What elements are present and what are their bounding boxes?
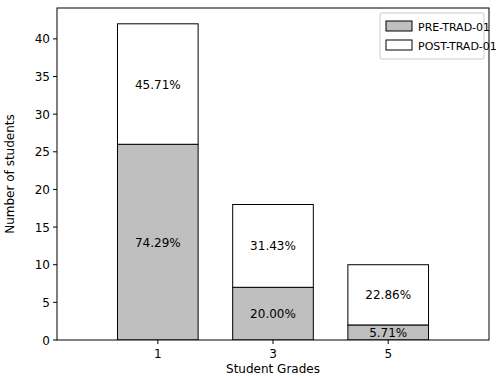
y-tick-label: 25 <box>35 145 50 159</box>
bar-segment <box>117 144 198 340</box>
x-tick-label: 5 <box>384 347 392 361</box>
chart-svg: 74.29% 20.00% 5.71% 45.71% 31.43% 22.86% 0 5 10 1… <box>0 0 500 377</box>
x-axis-label: Student Grades <box>226 362 320 376</box>
y-tick <box>53 38 57 39</box>
x-tick-label: 1 <box>154 347 162 361</box>
legend-swatch <box>386 40 412 50</box>
legend: PRE-TRAD-01 POST-TRAD-01 <box>380 13 497 59</box>
legend-label: POST-TRAD-01 <box>418 40 497 53</box>
y-tick <box>53 227 57 228</box>
y-tick-label: 35 <box>35 70 50 84</box>
segment-label: 31.43% <box>250 239 296 253</box>
segment-label: 5.71% <box>369 326 407 340</box>
y-tick-label: 30 <box>35 108 50 122</box>
y-tick-label: 20 <box>35 183 50 197</box>
segment-label: 45.71% <box>135 78 181 92</box>
segment-label: 22.86% <box>365 288 411 302</box>
y-axis: 0 5 10 15 20 25 30 35 40 <box>35 32 57 347</box>
x-tick-label: 3 <box>269 347 277 361</box>
bar-segment <box>233 287 314 340</box>
segment-label: 20.00% <box>250 307 296 321</box>
chart-container: 74.29% 20.00% 5.71% 45.71% 31.43% 22.86% 0 5 10 1… <box>0 0 500 377</box>
bars <box>117 24 428 340</box>
y-tick-label: 40 <box>35 32 50 46</box>
bar-segment <box>348 265 429 325</box>
legend-swatch <box>386 21 412 31</box>
x-tick <box>157 340 158 344</box>
y-tick-label: 10 <box>35 258 50 272</box>
y-axis-label: Number of students <box>3 114 17 234</box>
y-tick-label: 5 <box>42 296 50 310</box>
y-tick <box>53 302 57 303</box>
bar-segment <box>348 325 429 340</box>
y-tick <box>53 114 57 115</box>
y-tick <box>53 151 57 152</box>
plot-frame <box>57 8 489 340</box>
segment-label: 74.29% <box>135 236 181 250</box>
x-tick <box>273 340 274 344</box>
y-tick-label: 0 <box>42 334 50 348</box>
bar-segment <box>233 204 314 287</box>
y-tick <box>53 76 57 77</box>
legend-label: PRE-TRAD-01 <box>418 21 490 34</box>
data-labels: 74.29% 20.00% 5.71% 45.71% 31.43% 22.86% <box>135 78 411 340</box>
y-tick <box>53 264 57 265</box>
bar-segment <box>117 24 198 144</box>
x-tick <box>388 340 389 344</box>
y-tick <box>53 189 57 190</box>
x-axis: 1 3 5 <box>154 340 392 361</box>
y-tick <box>53 340 57 341</box>
y-tick-label: 15 <box>35 221 50 235</box>
